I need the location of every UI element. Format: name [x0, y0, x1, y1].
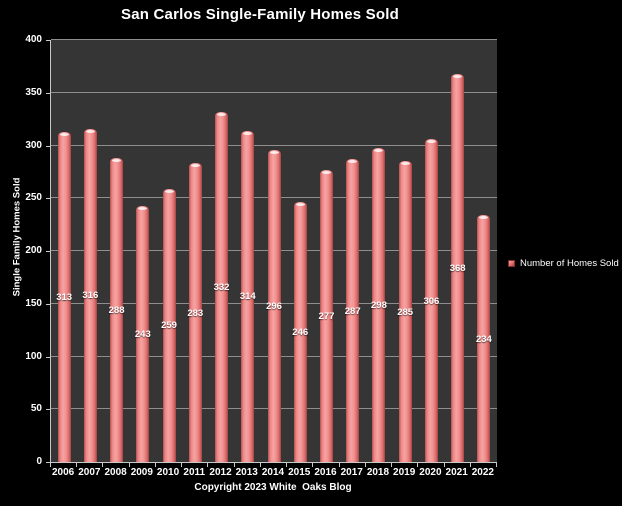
bar-value-label: 316: [82, 290, 99, 302]
x-tick-label: 2022: [471, 467, 494, 478]
y-axis-tick: [46, 145, 50, 147]
y-tick-label: 50: [30, 403, 42, 415]
bar-value-label: 368: [449, 262, 466, 274]
bar-value-label: 314: [239, 291, 256, 303]
y-axis-tick: [46, 303, 50, 305]
y-tick-label: 150: [25, 297, 42, 309]
y-tick-label: 250: [25, 192, 42, 204]
x-axis-tick: [338, 463, 340, 467]
chart-title: San Carlos Single-Family Homes Sold: [121, 6, 399, 23]
legend: Number of Homes Sold: [508, 258, 619, 269]
x-tick-label: 2020: [419, 467, 442, 478]
bar: [398, 161, 412, 462]
plot-area: 313 316 288 243 259 283 332 314 296 246 277 287 298 2…: [50, 39, 497, 463]
bar: [346, 159, 360, 462]
x-axis-tick: [443, 463, 445, 467]
bar: [293, 202, 307, 462]
x-tick-label: 2018: [366, 467, 390, 478]
x-axis-tick: [102, 463, 104, 467]
x-axis-tick: [181, 463, 183, 467]
bar-value-label: 246: [292, 327, 309, 339]
x-tick-label: 2010: [156, 467, 180, 478]
bar-value-label: 283: [187, 307, 204, 319]
bar: [162, 188, 176, 462]
bar: [477, 215, 491, 462]
bar: [83, 128, 97, 462]
bar-value-label: 306: [423, 295, 440, 307]
legend-series-label: Number of Homes Sold: [520, 258, 619, 269]
bar-value-label: 298: [371, 299, 387, 311]
x-axis-tick: [207, 463, 209, 467]
x-tick-label: 2015: [288, 467, 311, 478]
x-axis-tick: [128, 463, 130, 467]
y-tick-label: 0: [36, 456, 42, 467]
gridline: [51, 91, 497, 93]
x-axis-tick: [364, 463, 366, 467]
x-tick-label: 2007: [78, 467, 101, 478]
x-tick-label: 2017: [340, 467, 363, 478]
bar-value-label: 259: [161, 320, 177, 332]
bar-value-label: 285: [397, 306, 414, 318]
x-axis-tick: [286, 463, 288, 467]
bar-value-label: 313: [56, 291, 73, 303]
gridline: [51, 39, 497, 40]
copyright-text: Copyright 2023 White Oaks Blog: [194, 482, 352, 493]
x-axis-tick: [259, 463, 261, 467]
x-tick-label: 2021: [445, 467, 468, 478]
bar-value-label: 332: [213, 281, 230, 293]
y-tick-label: 300: [25, 139, 42, 151]
y-axis-tick: [46, 92, 50, 94]
y-axis-tick: [46, 462, 50, 463]
bar: [372, 147, 386, 462]
x-tick-label: 2011: [183, 467, 206, 478]
x-tick-label: 2012: [209, 467, 232, 478]
bar-value-label: 234: [475, 333, 492, 345]
x-tick-label: 2016: [314, 467, 337, 478]
x-tick-label: 2008: [104, 467, 127, 478]
y-tick-label: 200: [25, 245, 42, 256]
x-tick-label: 2014: [261, 467, 285, 478]
bar: [57, 131, 71, 462]
y-tick-label: 400: [25, 34, 42, 45]
bar: [319, 169, 333, 462]
bar-value-label: 277: [318, 310, 335, 322]
x-axis-tick: [312, 463, 314, 467]
bar: [215, 111, 229, 462]
bar: [424, 139, 438, 462]
bar: [451, 73, 465, 462]
bar: [188, 163, 202, 462]
y-tick-label: 100: [25, 350, 42, 362]
x-axis-tick: [50, 463, 51, 467]
bar: [241, 130, 255, 462]
x-tick-label: 2013: [235, 467, 258, 478]
y-axis-tick: [46, 409, 50, 411]
x-tick-label: 2006: [51, 467, 75, 478]
x-axis-tick: [233, 463, 235, 467]
bar: [110, 158, 124, 462]
y-axis-tick: [46, 198, 50, 200]
x-axis-tick: [154, 463, 156, 467]
bar-value-label: 296: [266, 300, 282, 312]
x-axis-tick: [391, 463, 393, 467]
x-tick-label: 2019: [393, 467, 416, 478]
legend-series-marker-icon: [508, 260, 515, 267]
y-axis-tick: [46, 40, 50, 41]
x-tick-label: 2009: [130, 467, 153, 478]
bar-value-label: 287: [344, 305, 361, 317]
bar: [136, 205, 150, 462]
bar-value-label: 243: [134, 328, 151, 340]
x-axis-tick: [76, 463, 78, 467]
bar-value-label: 288: [108, 305, 125, 317]
gridline: [51, 144, 497, 146]
x-axis-tick: [417, 463, 419, 467]
y-axis-tick: [46, 356, 50, 358]
y-axis-tick: [46, 251, 50, 252]
y-tick-label: 350: [25, 86, 42, 98]
x-axis-tick: [496, 463, 497, 467]
bar: [267, 149, 281, 462]
x-axis-tick: [469, 463, 471, 467]
